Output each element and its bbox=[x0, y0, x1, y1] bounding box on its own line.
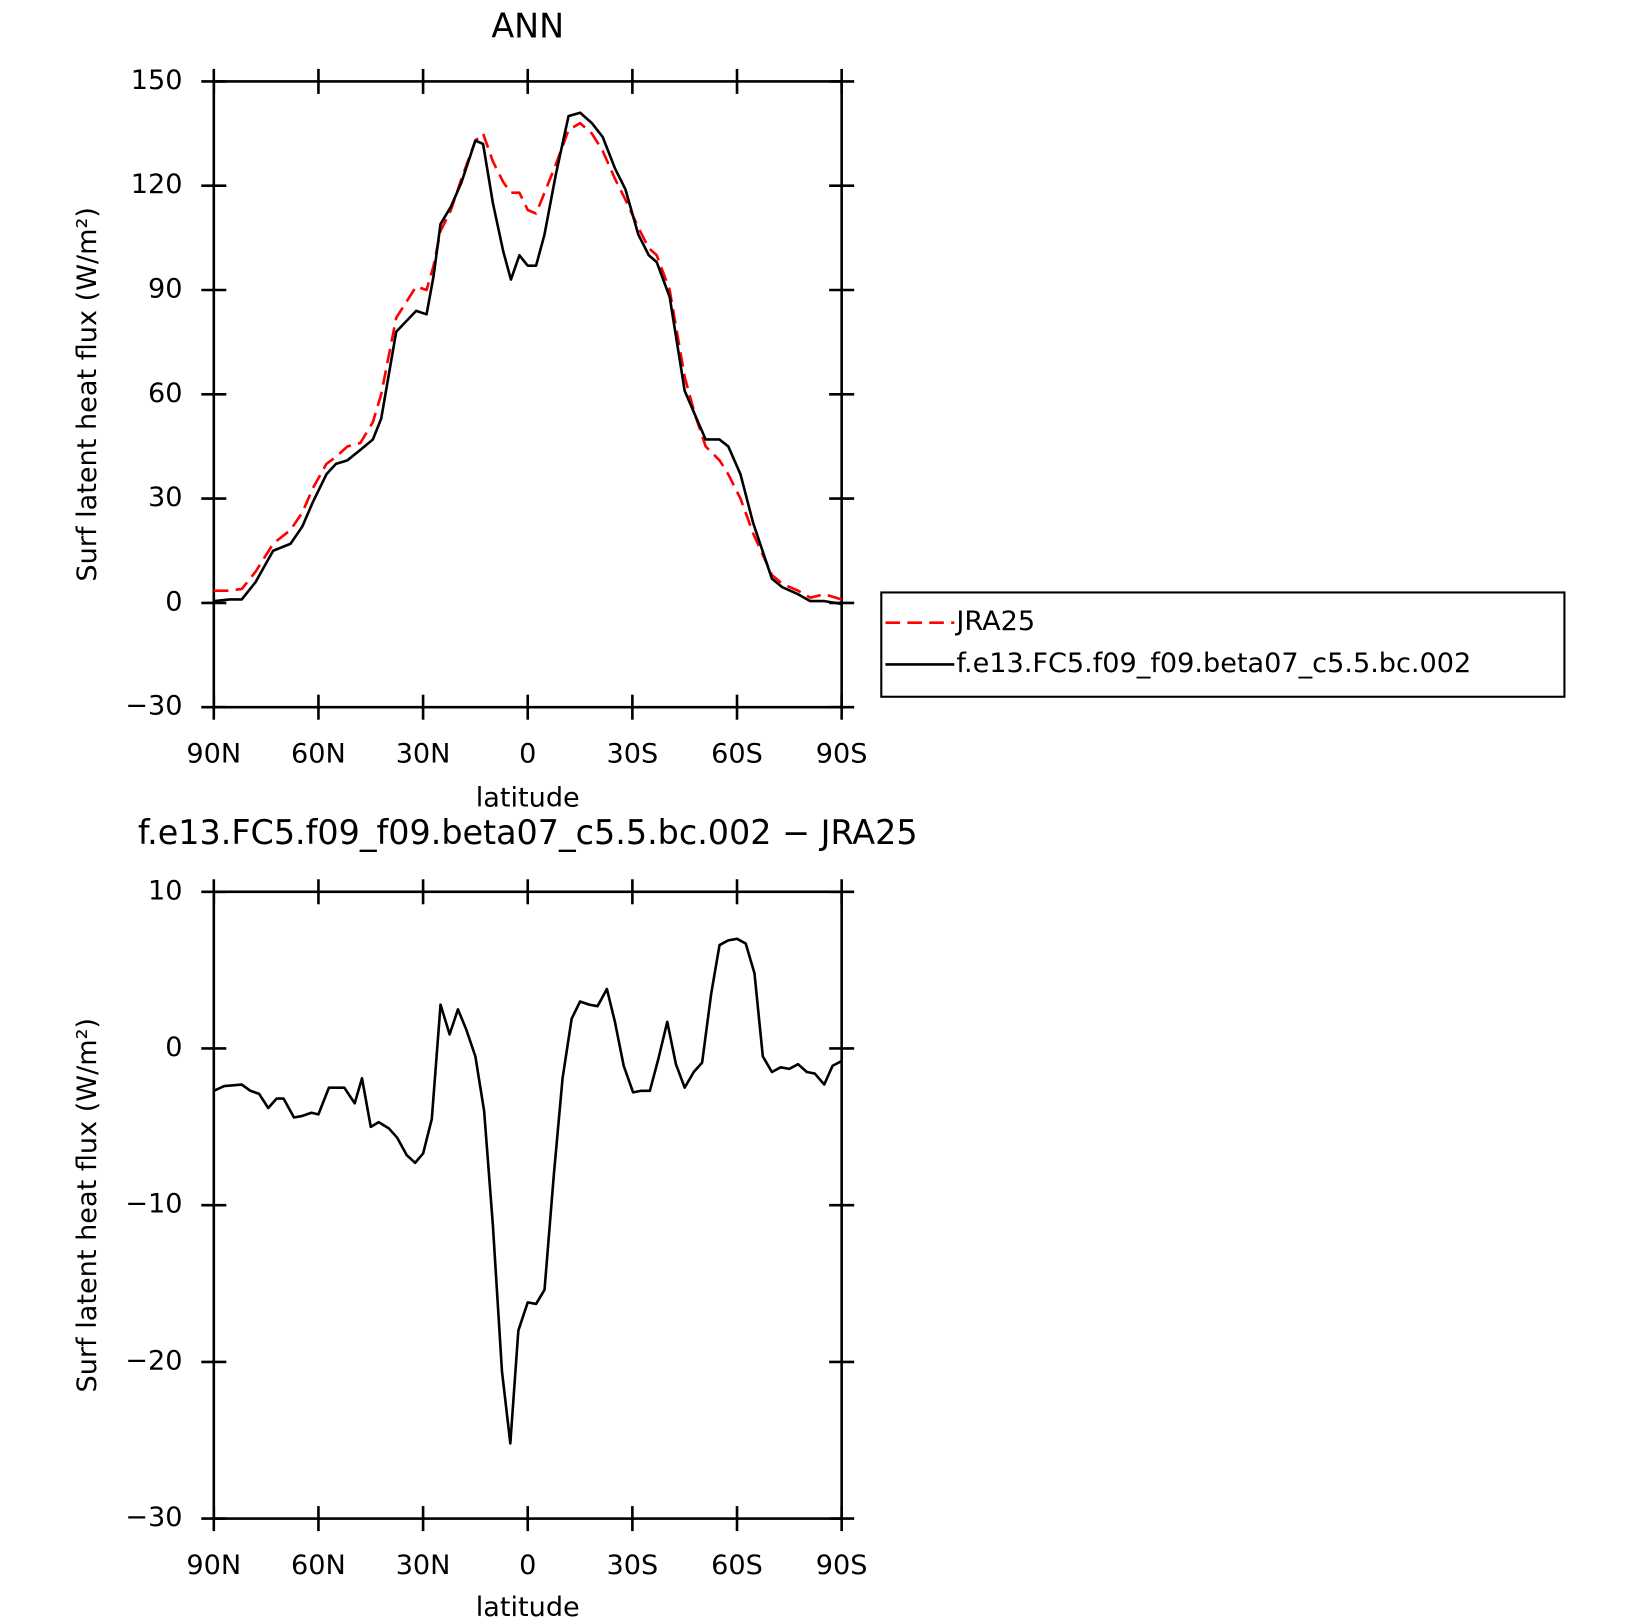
y-tick-label: 120 bbox=[131, 169, 183, 200]
y-tick-label: 150 bbox=[131, 65, 183, 96]
chart-title: ANN bbox=[491, 7, 564, 46]
series-line bbox=[213, 937, 843, 1445]
x-tick-label: 90N bbox=[186, 1550, 241, 1581]
y-tick-label: 60 bbox=[148, 378, 183, 409]
legend-box bbox=[880, 591, 1566, 698]
y-tick-label: 10 bbox=[148, 875, 183, 906]
x-tick-label: 0 bbox=[519, 739, 536, 770]
series-line bbox=[213, 121, 843, 601]
x-tick-label: 30N bbox=[396, 1550, 451, 1581]
y-tick-label: 0 bbox=[165, 586, 182, 617]
y-tick-label: 90 bbox=[148, 274, 183, 305]
y-tick-label: −20 bbox=[125, 1345, 182, 1376]
y-tick-label: 0 bbox=[165, 1032, 182, 1063]
x-tick-label: 60N bbox=[291, 739, 346, 770]
y-tick-label: −30 bbox=[125, 691, 182, 722]
y-tick-label: −10 bbox=[125, 1189, 182, 1220]
x-tick-label: 30N bbox=[396, 739, 451, 770]
y-axis-label: Surf latent heat flux (W/m²) bbox=[72, 207, 103, 582]
x-tick-label: 90S bbox=[816, 1550, 868, 1581]
x-axis-label: latitude bbox=[476, 1592, 580, 1623]
y-axis-label: Surf latent heat flux (W/m²) bbox=[72, 1018, 103, 1393]
plot-frame bbox=[212, 80, 843, 709]
x-tick-label: 60S bbox=[711, 1550, 763, 1581]
plot-frame bbox=[212, 890, 843, 1520]
x-tick-label: 60N bbox=[291, 1550, 346, 1581]
chart-title: f.e13.FC5.f09_f09.beta07_c5.5.bc.002 − J… bbox=[138, 813, 918, 852]
y-tick-label: 30 bbox=[148, 482, 183, 513]
x-tick-label: 90S bbox=[816, 739, 868, 770]
x-tick-label: 30S bbox=[607, 739, 659, 770]
legend-label: JRA25 bbox=[954, 606, 1035, 637]
x-axis-label: latitude bbox=[476, 782, 580, 813]
x-tick-label: 0 bbox=[519, 1550, 536, 1581]
y-tick-label: −30 bbox=[125, 1502, 182, 1533]
x-tick-label: 30S bbox=[607, 1550, 659, 1581]
series-line bbox=[213, 111, 842, 606]
x-tick-label: 90N bbox=[186, 739, 241, 770]
x-tick-label: 60S bbox=[711, 739, 763, 770]
legend-label: f.e13.FC5.f09_f09.beta07_c5.5.bc.002 bbox=[956, 648, 1471, 679]
